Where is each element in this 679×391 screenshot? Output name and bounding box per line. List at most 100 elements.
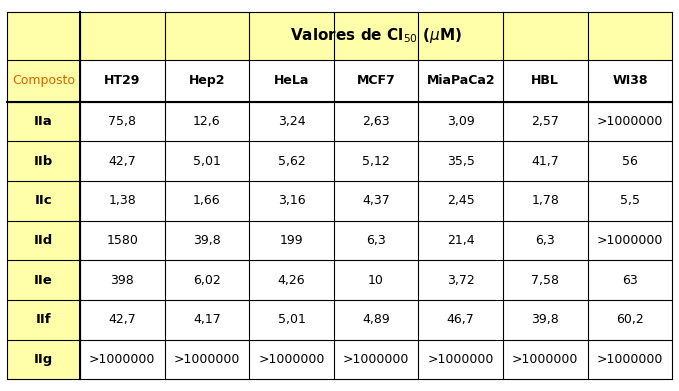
Bar [418, 300, 503, 340]
Text: MiaPaCa2: MiaPaCa2 [426, 74, 495, 87]
Bar [503, 340, 587, 379]
Text: Hep2: Hep2 [189, 74, 225, 87]
Text: 5,01: 5,01 [278, 313, 306, 326]
Bar [418, 102, 503, 142]
Text: IIe: IIe [34, 274, 53, 287]
Text: >1000000: >1000000 [597, 353, 663, 366]
Bar [418, 59, 503, 102]
Text: 6,3: 6,3 [366, 234, 386, 247]
Bar [587, 221, 672, 260]
Text: 5,62: 5,62 [278, 155, 306, 168]
Text: 1580: 1580 [107, 234, 139, 247]
Bar [7, 59, 80, 102]
Text: 5,12: 5,12 [362, 155, 390, 168]
Bar [249, 59, 334, 102]
Bar [418, 340, 503, 379]
Text: 41,7: 41,7 [532, 155, 559, 168]
Text: 4,37: 4,37 [362, 194, 390, 207]
Bar [164, 260, 249, 300]
Bar [418, 260, 503, 300]
Text: Composto: Composto [12, 74, 75, 87]
Bar [587, 59, 672, 102]
Text: IIb: IIb [34, 155, 53, 168]
Bar [503, 102, 587, 142]
Text: 39,8: 39,8 [532, 313, 559, 326]
Text: IIf: IIf [35, 313, 51, 326]
Text: HeLa: HeLa [274, 74, 309, 87]
Bar [249, 300, 334, 340]
Bar [80, 102, 164, 142]
Bar [418, 221, 503, 260]
Text: 63: 63 [622, 274, 638, 287]
Text: IIc: IIc [35, 194, 52, 207]
Text: 398: 398 [111, 274, 134, 287]
Text: IId: IId [34, 234, 53, 247]
Text: 35,5: 35,5 [447, 155, 475, 168]
Text: 10: 10 [368, 274, 384, 287]
Bar [164, 102, 249, 142]
Bar [334, 221, 418, 260]
Bar [7, 181, 80, 221]
Bar [164, 340, 249, 379]
Bar [249, 142, 334, 181]
Text: 1,78: 1,78 [532, 194, 559, 207]
Bar [80, 260, 164, 300]
Bar [503, 142, 587, 181]
Text: HBL: HBL [532, 74, 559, 87]
Text: 2,63: 2,63 [363, 115, 390, 128]
Bar [164, 59, 249, 102]
Text: 6,3: 6,3 [536, 234, 555, 247]
Bar [503, 181, 587, 221]
Text: IIg: IIg [34, 353, 53, 366]
Bar [7, 300, 80, 340]
Text: 56: 56 [622, 155, 638, 168]
Text: >1000000: >1000000 [428, 353, 494, 366]
Bar [7, 12, 80, 59]
Bar [503, 59, 587, 102]
Text: 4,17: 4,17 [193, 313, 221, 326]
Text: 5,01: 5,01 [193, 155, 221, 168]
Bar [249, 260, 334, 300]
Bar [249, 102, 334, 142]
Text: 60,2: 60,2 [616, 313, 644, 326]
Bar [80, 221, 164, 260]
Text: Valores de Cl$_{50}$ ($\mu$M): Valores de Cl$_{50}$ ($\mu$M) [290, 26, 462, 45]
Text: 199: 199 [280, 234, 304, 247]
Bar [587, 300, 672, 340]
Bar [7, 142, 80, 181]
Bar [164, 300, 249, 340]
Text: >1000000: >1000000 [597, 234, 663, 247]
Text: 75,8: 75,8 [108, 115, 136, 128]
Bar [80, 340, 164, 379]
Bar [7, 102, 80, 142]
Text: 21,4: 21,4 [447, 234, 475, 247]
Text: 39,8: 39,8 [193, 234, 221, 247]
Text: 2,57: 2,57 [532, 115, 559, 128]
Bar [80, 59, 164, 102]
Text: 46,7: 46,7 [447, 313, 475, 326]
Bar [80, 142, 164, 181]
Bar [587, 102, 672, 142]
Text: IIa: IIa [34, 115, 53, 128]
Bar [164, 221, 249, 260]
Text: 4,89: 4,89 [362, 313, 390, 326]
Bar [503, 221, 587, 260]
Text: 42,7: 42,7 [109, 313, 136, 326]
Bar [7, 260, 80, 300]
Text: 6,02: 6,02 [193, 274, 221, 287]
Bar [334, 260, 418, 300]
Bar [249, 181, 334, 221]
Text: HT29: HT29 [104, 74, 141, 87]
Text: >1000000: >1000000 [174, 353, 240, 366]
Bar [587, 142, 672, 181]
Bar [7, 221, 80, 260]
Text: 3,16: 3,16 [278, 194, 306, 207]
Text: >1000000: >1000000 [512, 353, 579, 366]
Text: >1000000: >1000000 [258, 353, 325, 366]
Bar [503, 260, 587, 300]
Text: 42,7: 42,7 [109, 155, 136, 168]
Text: 12,6: 12,6 [193, 115, 221, 128]
Bar [334, 59, 418, 102]
Text: 1,38: 1,38 [109, 194, 136, 207]
Bar [334, 181, 418, 221]
